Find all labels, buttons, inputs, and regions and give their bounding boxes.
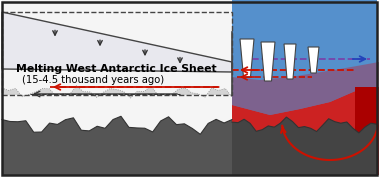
Bar: [232, 0, 377, 175]
Bar: [2, 0, 232, 175]
Polygon shape: [2, 12, 232, 72]
Bar: [2, 12, 232, 95]
Polygon shape: [232, 62, 379, 115]
Text: Melting West Antarctic Ice Sheet: Melting West Antarctic Ice Sheet: [16, 64, 217, 74]
Polygon shape: [240, 39, 254, 77]
Bar: [355, 87, 377, 175]
Polygon shape: [232, 117, 377, 175]
Polygon shape: [2, 86, 232, 98]
Polygon shape: [261, 42, 275, 81]
Polygon shape: [308, 47, 319, 73]
Polygon shape: [2, 116, 232, 175]
Polygon shape: [284, 44, 296, 79]
Polygon shape: [232, 87, 379, 175]
Text: (15-4.5 thousand years ago): (15-4.5 thousand years ago): [22, 75, 164, 85]
